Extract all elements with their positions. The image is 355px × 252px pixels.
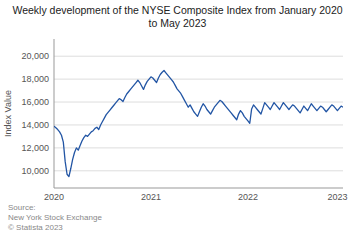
grid-line <box>54 102 343 103</box>
title-line: to May 2023 <box>149 17 207 29</box>
x-tick-label: 2022 <box>238 192 258 202</box>
line <box>54 71 343 177</box>
x-tick-label: 2020 <box>44 192 64 202</box>
y-tick-label: 20,000 <box>21 51 49 61</box>
y-tick-label: 12,000 <box>21 143 49 153</box>
chart: Weekly development of the NYSE Composite… <box>0 0 355 252</box>
annotation-line: Source: <box>8 203 36 212</box>
x-tick-label: 2023 <box>327 192 347 202</box>
grid-line <box>54 147 343 148</box>
background <box>0 0 355 252</box>
y-ticks: 10,000 12,000 14,000 16,000 18,000 20,000 <box>21 51 49 176</box>
y-axis-label: Index Value <box>3 90 13 137</box>
y-tick-label: 14,000 <box>21 120 49 130</box>
source-annotation: Source:New York Stock Exchange© Statista… <box>8 203 102 232</box>
y-tick-label: 16,000 <box>21 97 49 107</box>
annotation-line: New York Stock Exchange <box>8 213 102 222</box>
y-tick-label: 18,000 <box>21 74 49 84</box>
y-tick-label: 10,000 <box>21 166 49 176</box>
grid-line <box>54 170 343 171</box>
grid-line <box>54 56 343 57</box>
x-axis-line <box>54 188 343 189</box>
x-ticks: 2020 2021 2022 2023 <box>44 192 347 202</box>
x-tick-label: 2021 <box>141 192 161 202</box>
y-axis-line <box>54 39 55 188</box>
annotation-line: © Statista 2023 <box>8 223 63 232</box>
grid-line <box>54 124 343 125</box>
title: Weekly development of the NYSE Composite… <box>12 4 342 29</box>
title-line: Weekly development of the NYSE Composite… <box>12 4 342 16</box>
series <box>54 71 343 177</box>
grid-line <box>54 79 343 80</box>
